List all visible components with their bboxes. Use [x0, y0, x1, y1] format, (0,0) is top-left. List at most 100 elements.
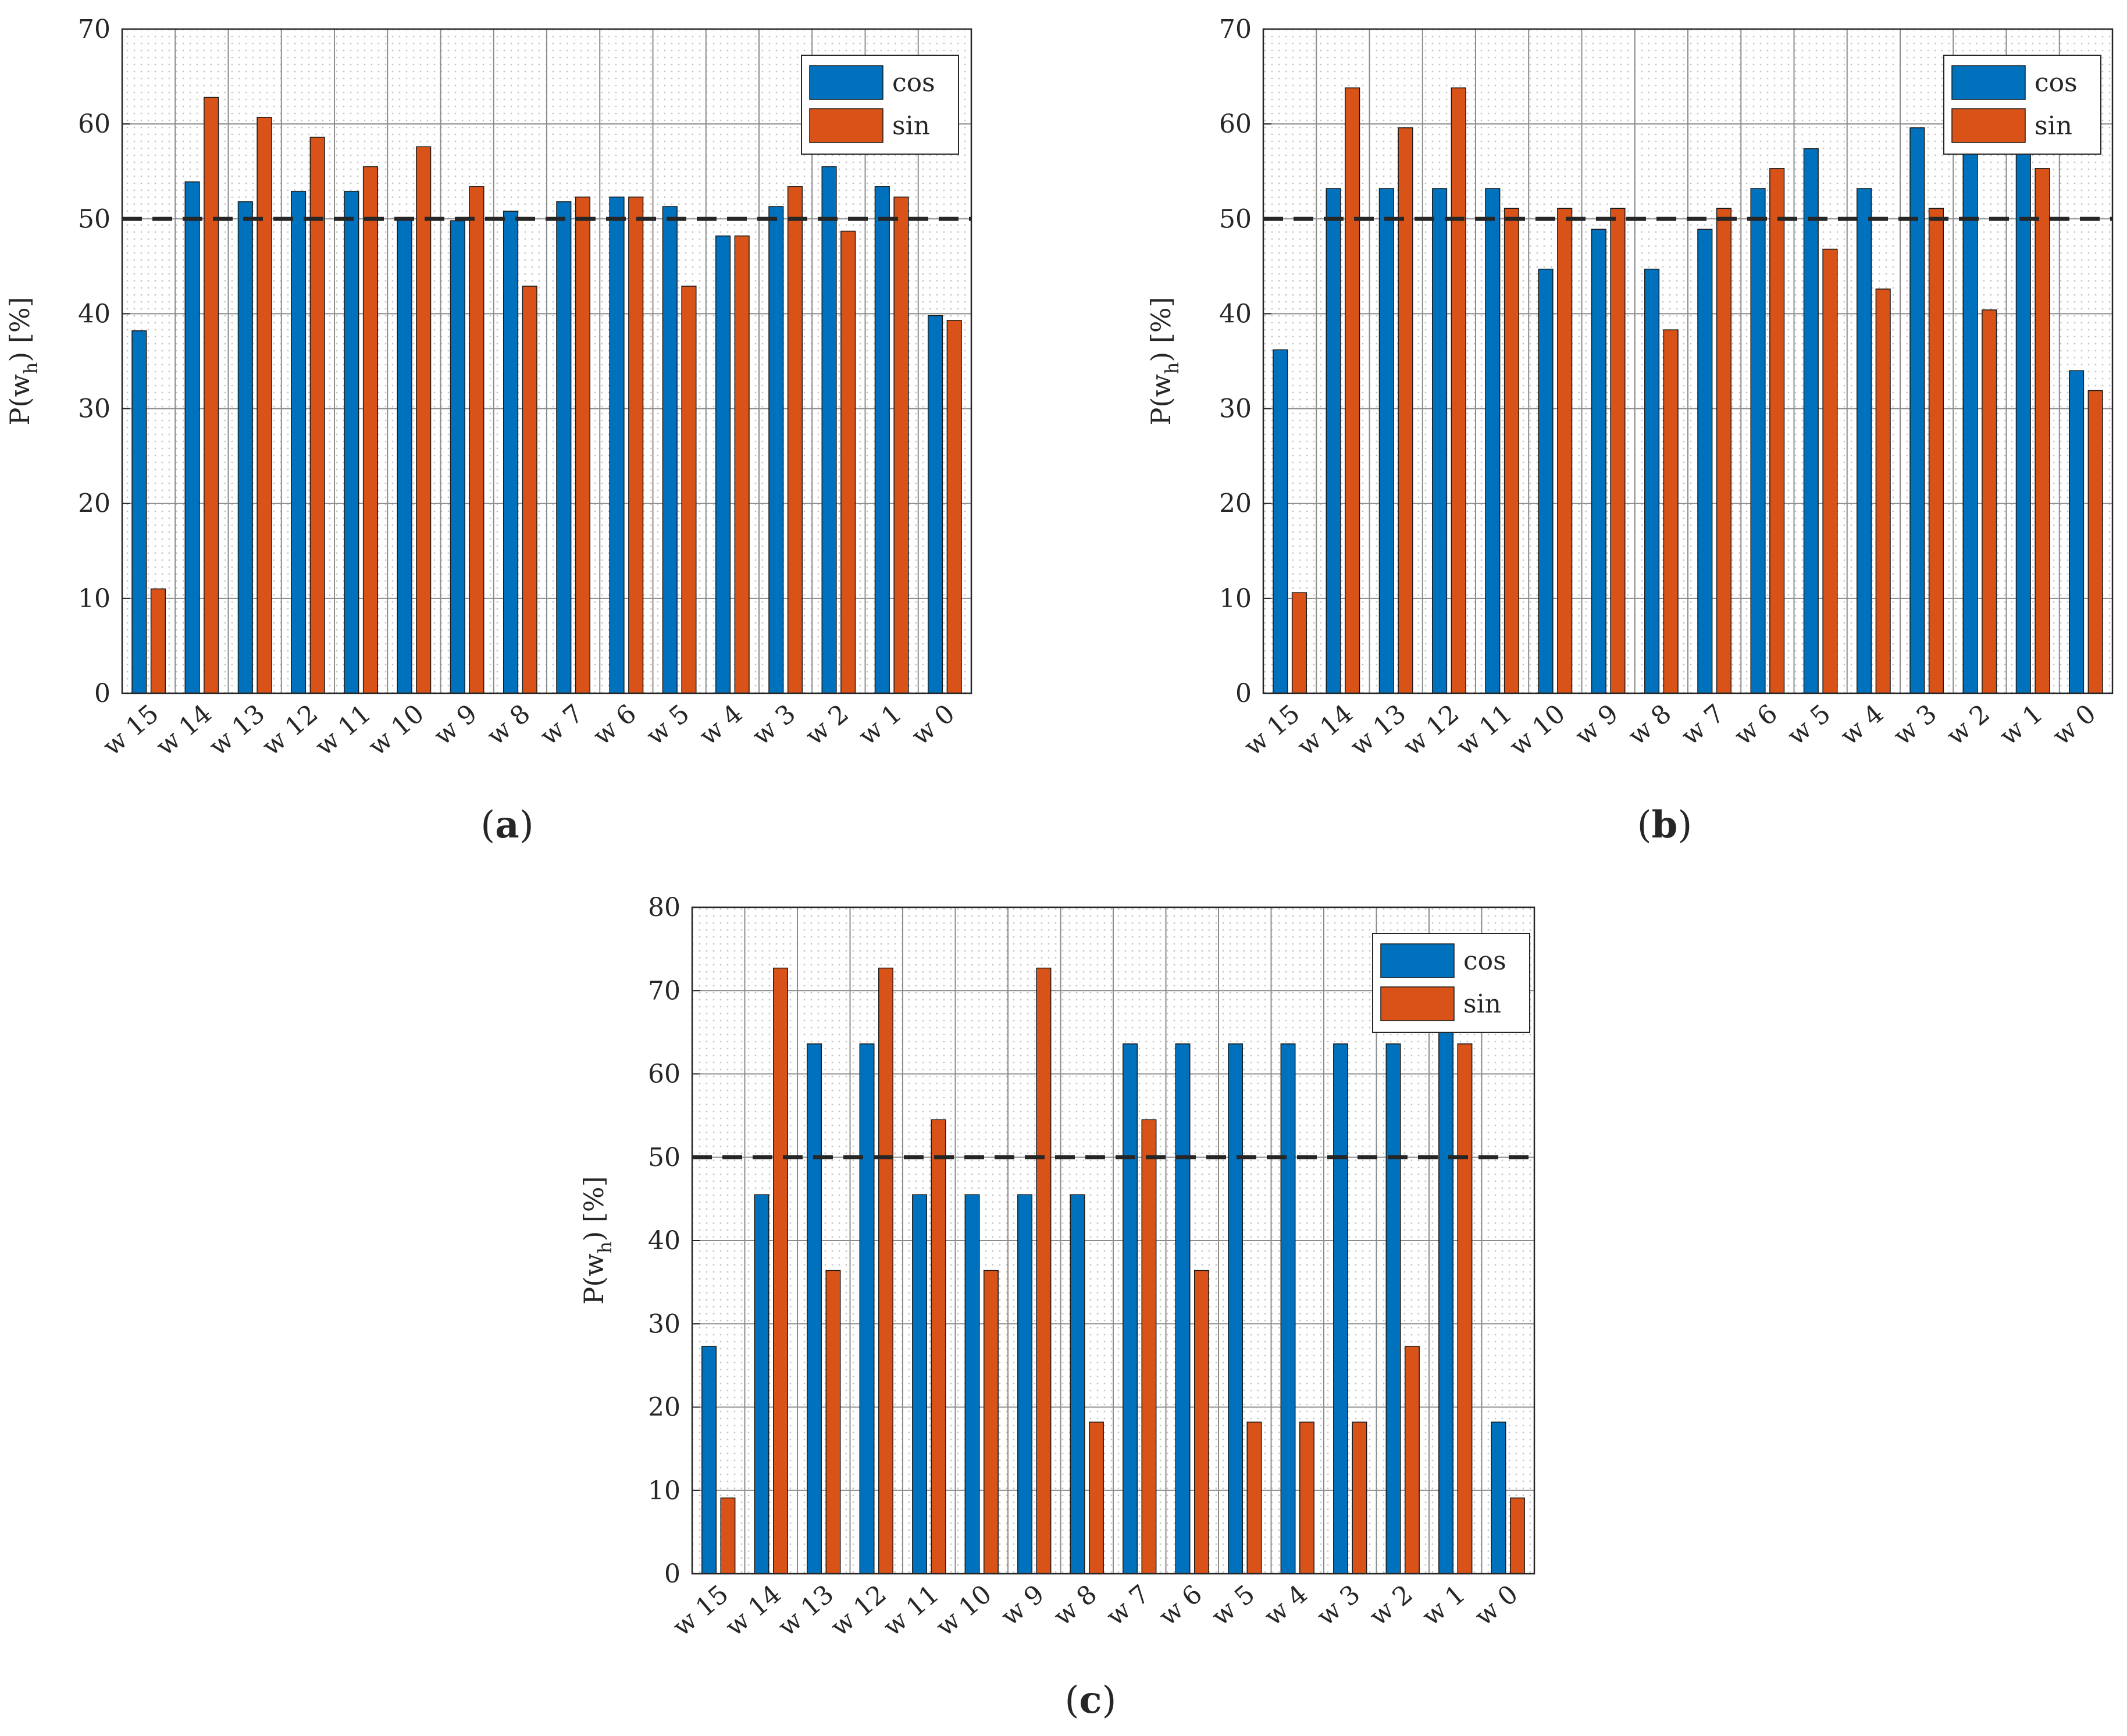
bar-sin	[416, 146, 432, 694]
y-tick-label: 20	[78, 489, 111, 519]
x-tick-label: w 0	[1469, 1579, 1524, 1631]
bar-sin	[1345, 87, 1360, 694]
y-axis-label-main: P(w	[4, 374, 35, 425]
y-tick-label: 80	[648, 893, 681, 922]
x-tick-label: w 6	[1729, 698, 1783, 751]
bar-sin	[522, 286, 537, 694]
bar-cos	[1750, 188, 1766, 694]
y-tick-label: 50	[78, 204, 111, 234]
bar-sin	[1352, 1421, 1367, 1574]
bar-cos	[768, 206, 784, 694]
y-axis-label-main: P(w	[1145, 374, 1177, 425]
y-tick-label: 70	[1219, 15, 1252, 44]
legend-label-sin: sin	[2035, 111, 2072, 141]
y-axis-label-tail: ) [%]	[1145, 297, 1177, 362]
y-tick-label: 10	[78, 584, 111, 614]
bar-sin	[1457, 1043, 1473, 1574]
bar-cos	[1228, 1043, 1243, 1574]
bar-cos	[1326, 188, 1341, 694]
x-tick-label: w 3	[1312, 1579, 1366, 1631]
bar-sin	[1141, 1119, 1157, 1574]
bar-sin	[946, 320, 962, 694]
y-axis-label: P(wh) [%]	[4, 297, 42, 425]
caption-letter-c: c	[1079, 1678, 1102, 1722]
x-tick-label: w 13	[204, 698, 270, 761]
bar-cos	[1280, 1043, 1296, 1574]
legend-swatch-cos	[1951, 65, 2026, 100]
y-axis-label-tail: ) [%]	[578, 1176, 610, 1241]
x-tick-label: w 5	[1782, 698, 1836, 751]
bar-sin	[469, 186, 484, 694]
legend-label-cos: cos	[892, 68, 935, 98]
x-tick-label: w 9	[428, 698, 483, 751]
x-tick-label: w 5	[1206, 1579, 1261, 1631]
bar-sin	[256, 116, 272, 694]
x-tick-label: w 3	[1888, 698, 1943, 751]
bar-cos	[1175, 1043, 1191, 1574]
x-tick-label: w 7	[535, 698, 589, 751]
bar-cos	[1909, 127, 1925, 694]
bar-cos	[397, 218, 412, 694]
bar-cos	[1378, 188, 1394, 694]
caption-letter-a: a	[495, 803, 519, 847]
bar-sin	[1405, 1346, 1420, 1574]
bar-cos	[290, 191, 307, 694]
legend-swatch-cos	[1380, 943, 1455, 978]
bar-cos	[874, 186, 890, 694]
bar-cos	[1123, 1043, 1138, 1574]
x-tick-label: w 10	[1504, 698, 1571, 761]
y-tick-label: 20	[1219, 489, 1252, 519]
bar-sin	[204, 97, 219, 694]
x-tick-label: w 4	[694, 698, 749, 751]
y-tick-label: 70	[78, 15, 111, 44]
x-tick-label: w 11	[878, 1579, 945, 1642]
x-tick-label: w 4	[1259, 1579, 1313, 1631]
x-tick-label: w 14	[720, 1579, 787, 1642]
legend-swatch-sin	[1951, 108, 2026, 143]
bar-sin	[773, 967, 788, 1574]
y-tick-label: 0	[1235, 679, 1252, 708]
legend-label-cos: cos	[2035, 68, 2078, 98]
y-tick-label: 60	[1219, 109, 1252, 139]
bar-sin	[1194, 1270, 1209, 1574]
x-tick-label: w 7	[1676, 698, 1730, 751]
bar-sin	[2035, 168, 2050, 694]
y-tick-label: 30	[1219, 394, 1252, 424]
bar-sin	[1089, 1421, 1104, 1574]
bar-sin	[1451, 87, 1466, 694]
legend-swatch-sin	[809, 108, 883, 143]
bar-cos	[1491, 1421, 1506, 1574]
bar-cos	[1438, 967, 1453, 1574]
x-tick-label: w 11	[1451, 698, 1517, 761]
bar-sin	[840, 230, 856, 694]
bar-sin	[1928, 208, 1944, 694]
y-tick-label: 30	[78, 394, 111, 424]
y-axis-label: P(wh) [%]	[1145, 297, 1183, 425]
bar-cos	[1803, 148, 1819, 694]
bar-cos	[2015, 148, 2031, 694]
bar-sin	[787, 186, 803, 694]
x-tick-label: w 7	[1101, 1579, 1156, 1631]
bar-cos	[1962, 148, 1978, 694]
x-tick-label: w 2	[800, 698, 854, 751]
y-tick-label: 30	[648, 1309, 681, 1339]
bar-sin	[984, 1270, 999, 1574]
x-tick-label: w 13	[1345, 698, 1412, 761]
axes-box	[121, 28, 972, 694]
x-tick-label: w 10	[931, 1579, 997, 1642]
bar-cos	[184, 181, 200, 694]
bar-sin	[1982, 309, 1997, 694]
x-tick-label: w 8	[1048, 1579, 1103, 1631]
y-tick-label: 20	[648, 1393, 681, 1423]
x-tick-label: w 3	[747, 698, 801, 751]
legend-label-cos: cos	[1463, 946, 1506, 976]
bar-sin	[1036, 967, 1052, 1574]
bar-sin	[1510, 1497, 1525, 1574]
x-tick-label: w 13	[772, 1579, 839, 1642]
x-tick-label: w 1	[853, 698, 907, 751]
bar-sin	[1503, 208, 1520, 694]
x-tick-label: w 8	[1623, 698, 1677, 751]
bar-sin	[2087, 390, 2103, 694]
